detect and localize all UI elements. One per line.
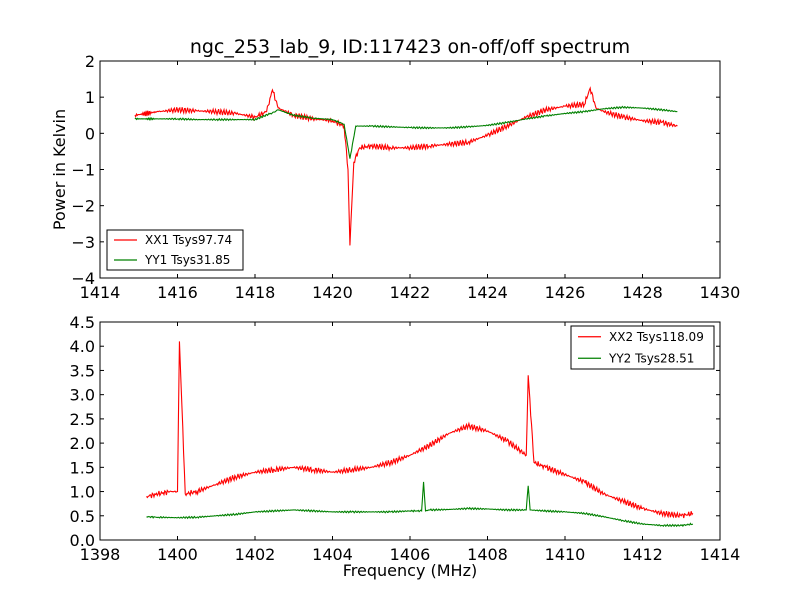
y-tick-label: 0.0	[70, 531, 95, 550]
y-tick-label: −3	[71, 233, 95, 252]
x-tick-label: 1398	[80, 545, 121, 564]
x-tick-label: 1430	[700, 283, 741, 302]
bottom-panel: 1398 1400 1402 1404 1406 1408 1410 1412 1414 0.0 0…	[70, 313, 741, 580]
x-tick-label: 1428	[622, 283, 663, 302]
legend-label: YY2 Tsys28.51	[608, 351, 694, 365]
x-axis-label: Frequency (MHz)	[343, 561, 477, 580]
series-line-ff0000	[134, 86, 678, 246]
y-tick-label: 2	[85, 52, 95, 71]
y-tick-label: 2.5	[70, 410, 95, 429]
legend-label: XX2 Tsys118.09	[609, 330, 704, 344]
legend-box	[106, 229, 244, 271]
y-tick-label: 4.0	[70, 337, 95, 356]
x-tick-label: 1408	[467, 545, 508, 564]
series-line-008000	[146, 481, 694, 528]
x-tick-label: 1402	[235, 545, 276, 564]
x-tick-label: 1412	[622, 545, 663, 564]
top-panel: 1414 1416 1418 1420 1422 1424 1426 1428 1430 −4 −3…	[50, 52, 740, 302]
x-tick-label: 1410	[545, 545, 586, 564]
y-tick-label: 3.5	[70, 361, 95, 380]
y-axis-label: Power in Kelvin	[50, 109, 69, 230]
legend-label: XX1 Tsys97.74	[145, 233, 232, 247]
x-tick-label: 1424	[467, 283, 508, 302]
legend-label: YY1 Tsys31.85	[144, 253, 230, 267]
y-tick-label: 0	[85, 124, 95, 143]
x-tick-label: 1426	[545, 283, 586, 302]
y-tick-label: 2.0	[70, 434, 95, 453]
y-tick-label: 4.5	[70, 313, 95, 332]
x-tick-label: 1414	[700, 545, 741, 564]
y-tick-label: 1.0	[70, 483, 95, 502]
y-tick-label: 0.5	[70, 507, 95, 526]
x-tick-label: 1418	[235, 283, 276, 302]
series-line-ff0000	[146, 341, 694, 519]
y-tick-label: −1	[71, 161, 95, 180]
figure-title: ngc_253_lab_9, ID:117423 on-off/off spec…	[190, 36, 630, 58]
y-tick-label: 1	[85, 88, 95, 107]
x-tick-label: 1420	[312, 283, 353, 302]
x-tick-label: 1414	[80, 283, 121, 302]
y-tick-label: −4	[71, 269, 95, 288]
y-tick-label: 3.0	[70, 386, 95, 405]
y-tick-label: −2	[71, 197, 95, 216]
x-tick-label: 1422	[390, 283, 431, 302]
x-tick-label: 1404	[312, 545, 353, 564]
y-tick-label: 1.5	[70, 458, 95, 477]
x-tick-label: 1416	[157, 283, 198, 302]
legend-box	[570, 325, 715, 370]
series-line-008000	[134, 105, 678, 159]
x-tick-label: 1406	[390, 545, 431, 564]
x-tick-label: 1400	[157, 545, 198, 564]
